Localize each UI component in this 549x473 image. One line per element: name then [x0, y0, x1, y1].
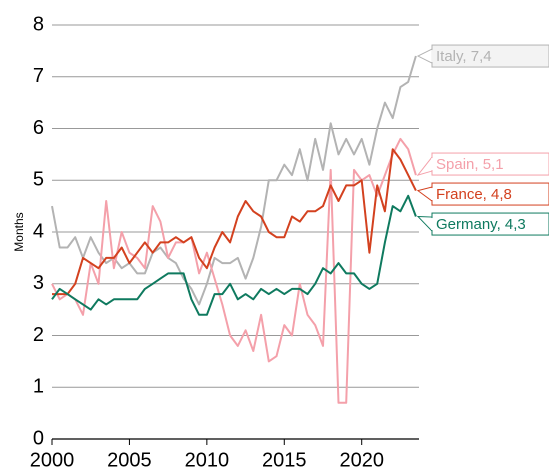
y-tick-label: 1	[33, 376, 44, 398]
label-pointer	[416, 186, 433, 203]
y-tick-label: 0	[33, 427, 44, 449]
series-label: France, 4,8	[436, 186, 512, 203]
x-tick-label: 2005	[107, 449, 152, 471]
y-tick-label: 7	[33, 65, 44, 87]
line-series	[52, 148, 417, 296]
y-axis-label: Months	[12, 212, 26, 251]
label-pointer	[416, 215, 433, 233]
line-series	[51, 137, 417, 404]
y-tick-label: 5	[33, 169, 44, 191]
label-pointer	[416, 155, 433, 176]
line-series	[51, 194, 417, 316]
y-tick-label: 8	[33, 13, 44, 35]
y-tick-label: 6	[33, 117, 44, 139]
series-label: Italy, 7,4	[436, 48, 492, 65]
series-label: Spain, 5,1	[436, 156, 504, 173]
x-tick-label: 2015	[262, 449, 307, 471]
y-tick-label: 4	[33, 220, 44, 242]
y-tick-label: 3	[33, 272, 44, 294]
x-tick-label: 2010	[185, 449, 230, 471]
y-tick-label: 2	[33, 324, 44, 346]
x-tick-label: 2000	[30, 449, 75, 471]
x-tick-label: 2020	[339, 449, 384, 471]
series-label: Germany, 4,3	[436, 216, 526, 233]
label-pointer	[416, 48, 433, 64]
